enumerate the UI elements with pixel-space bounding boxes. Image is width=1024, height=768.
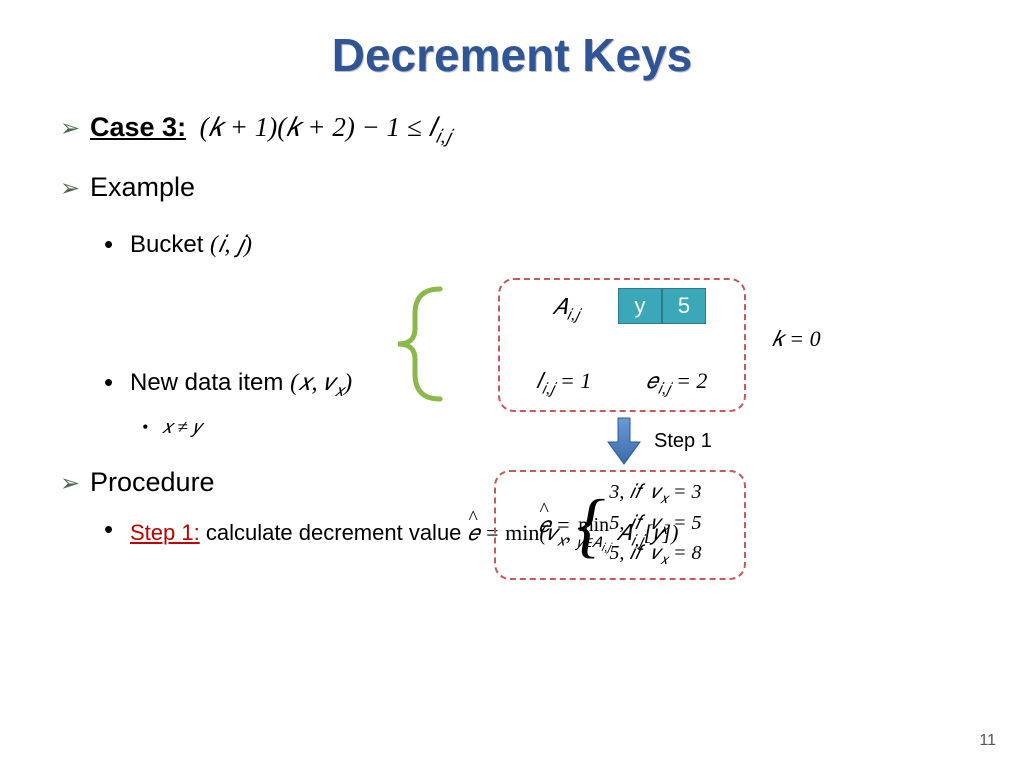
bucket-label: Bucket — [130, 231, 210, 258]
page-number: 11 — [979, 732, 996, 750]
ehat-label: 𝑒 = — [538, 512, 570, 538]
bucket-box: 𝐴𝑖,𝑗 y 5 𝑙𝑖,𝑗 = 1 𝑒𝑖,𝑗 = 2 — [498, 278, 746, 412]
piecewise-box: 𝑒 = { 3, 𝑖𝑓 𝑣𝑥 = 3 5, 𝑖𝑓 𝑣𝑥 = 5 5, 𝑖𝑓 𝑣𝑥… — [494, 470, 746, 580]
k-equals-0: 𝑘 = 0 — [772, 326, 821, 352]
bucket-expr: (𝑖, 𝑗) — [210, 232, 252, 258]
cell-y: y — [618, 288, 662, 324]
pw-row-1: 3, 𝑖𝑓 𝑣𝑥 = 3 — [609, 479, 701, 510]
bucket-cells: y 5 — [618, 288, 706, 324]
xney-bullet: 𝑥 ≠ 𝑦 — [60, 417, 964, 439]
brace-icon — [390, 284, 450, 404]
down-arrow-icon — [604, 416, 644, 466]
step1-arrow-label: Step 1 — [654, 430, 712, 453]
newdata-label: New data item — [130, 369, 290, 396]
case3-bullet: Case 3: (𝑘 + 1)(𝑘 + 2) − 1 ≤ 𝑙𝑖,𝑗 — [60, 112, 964, 148]
cell-5: 5 — [662, 288, 706, 324]
pw-row-2: 5, 𝑖𝑓 𝑣𝑥 = 5 — [609, 510, 701, 541]
pw-row-3: 5, 𝑖𝑓 𝑣𝑥 = 8 — [609, 540, 701, 571]
case3-expr: (𝑘 + 1)(𝑘 + 2) − 1 ≤ 𝑙𝑖,𝑗 — [200, 112, 452, 142]
bucket-bullet: Bucket (𝑖, 𝑗) — [60, 231, 964, 259]
case3-label: Case 3: — [90, 112, 186, 142]
e-line: 𝑒𝑖,𝑗 = 2 — [646, 368, 707, 398]
newdata-expr: (𝑥, 𝑣𝑥) — [290, 370, 352, 396]
slide-title: Decrement Keys — [0, 0, 1024, 82]
piecewise-rows: 3, 𝑖𝑓 𝑣𝑥 = 3 5, 𝑖𝑓 𝑣𝑥 = 5 5, 𝑖𝑓 𝑣𝑥 = 8 — [609, 479, 701, 572]
A-label: 𝐴𝑖,𝑗 — [552, 294, 579, 324]
left-brace-icon: { — [577, 489, 606, 561]
l-line: 𝑙𝑖,𝑗 = 1 — [536, 368, 591, 398]
example-bullet: Example — [60, 172, 964, 203]
step1-label: Step 1: — [130, 520, 200, 545]
